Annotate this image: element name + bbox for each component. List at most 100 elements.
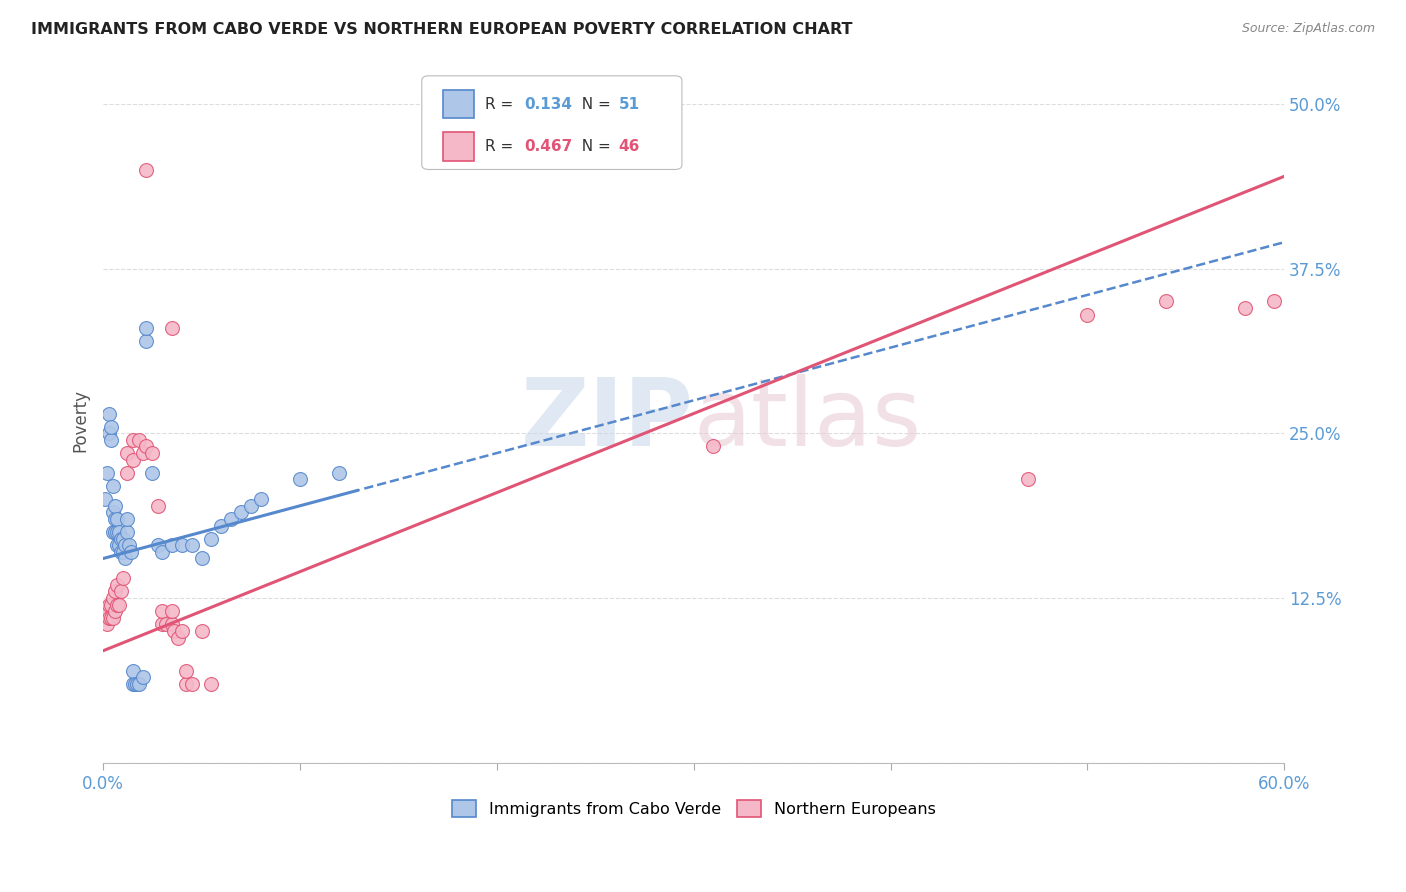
Text: Source: ZipAtlas.com: Source: ZipAtlas.com [1241, 22, 1375, 36]
Point [115, 446, 138, 460]
Point [104, 604, 127, 618]
Point [104, 512, 127, 526]
Point [115, 525, 138, 540]
Point [101, 591, 124, 605]
Point [180, 538, 202, 552]
Point [101, 525, 124, 540]
Point [131, 670, 153, 684]
Point [249, 492, 271, 507]
Point [104, 499, 127, 513]
Point [148, 538, 170, 552]
Point [160, 604, 183, 618]
Legend: Immigrants from Cabo Verde, Northern Europeans: Immigrants from Cabo Verde, Northern Eur… [446, 794, 942, 823]
Point [135, 440, 157, 454]
Point [239, 499, 262, 513]
Point [101, 505, 124, 519]
Text: IMMIGRANTS FROM CABO VERDE VS NORTHERN EUROPEAN POVERTY CORRELATION CHART: IMMIGRANTS FROM CABO VERDE VS NORTHERN E… [31, 22, 852, 37]
Point [160, 538, 183, 552]
Point [180, 676, 202, 690]
Point [115, 466, 138, 480]
Point [148, 499, 170, 513]
Point [96, 604, 118, 618]
Point [1154, 294, 1177, 309]
Point [125, 676, 148, 690]
Point [111, 571, 134, 585]
Point [118, 538, 141, 552]
Point [108, 525, 131, 540]
Point [110, 584, 132, 599]
Point [1263, 294, 1285, 309]
Point [190, 624, 212, 638]
Point [121, 433, 143, 447]
Point [101, 479, 124, 493]
Point [104, 525, 127, 540]
Point [200, 532, 222, 546]
Point [135, 162, 157, 177]
Point [155, 617, 177, 632]
Point [150, 545, 173, 559]
Point [288, 472, 311, 486]
Text: 46: 46 [619, 139, 640, 154]
Point [141, 446, 163, 460]
Point [115, 512, 138, 526]
Text: 51: 51 [619, 96, 640, 112]
Point [135, 334, 157, 348]
Point [101, 611, 124, 625]
Point [105, 538, 128, 552]
Point [114, 538, 136, 552]
Point [160, 321, 183, 335]
Point [114, 551, 136, 566]
Point [110, 532, 132, 546]
Point [128, 676, 150, 690]
Point [98, 426, 121, 441]
Point [702, 440, 724, 454]
Point [100, 598, 122, 612]
Point [105, 578, 128, 592]
Point [111, 545, 134, 559]
Point [111, 532, 134, 546]
Point [121, 452, 143, 467]
Point [141, 466, 163, 480]
Text: 0.134: 0.134 [524, 96, 572, 112]
Point [124, 676, 146, 690]
Point [209, 518, 232, 533]
Point [120, 545, 142, 559]
Y-axis label: Poverty: Poverty [72, 389, 89, 451]
Point [190, 551, 212, 566]
Point [174, 676, 197, 690]
Point [104, 584, 127, 599]
Point [174, 664, 197, 678]
Point [1233, 301, 1256, 315]
Point [105, 598, 128, 612]
Point [328, 466, 350, 480]
Text: R =: R = [485, 139, 519, 154]
Point [163, 624, 186, 638]
Point [98, 611, 121, 625]
Point [105, 525, 128, 540]
Point [135, 321, 157, 335]
Point [167, 631, 190, 645]
Text: N =: N = [572, 139, 616, 154]
Point [94, 492, 117, 507]
Point [128, 433, 150, 447]
Text: ZIP: ZIP [520, 374, 693, 467]
Point [96, 466, 118, 480]
Point [108, 538, 131, 552]
Point [200, 676, 222, 690]
Point [160, 617, 183, 632]
Point [170, 624, 193, 638]
Point [1017, 472, 1039, 486]
Point [98, 407, 121, 421]
Text: 0.467: 0.467 [524, 139, 572, 154]
Point [96, 617, 118, 632]
Point [219, 512, 242, 526]
Point [1076, 308, 1098, 322]
Point [121, 664, 143, 678]
Point [105, 512, 128, 526]
Point [170, 538, 193, 552]
Point [100, 419, 122, 434]
Point [98, 598, 121, 612]
Point [100, 433, 122, 447]
Point [110, 545, 132, 559]
Point [100, 611, 122, 625]
